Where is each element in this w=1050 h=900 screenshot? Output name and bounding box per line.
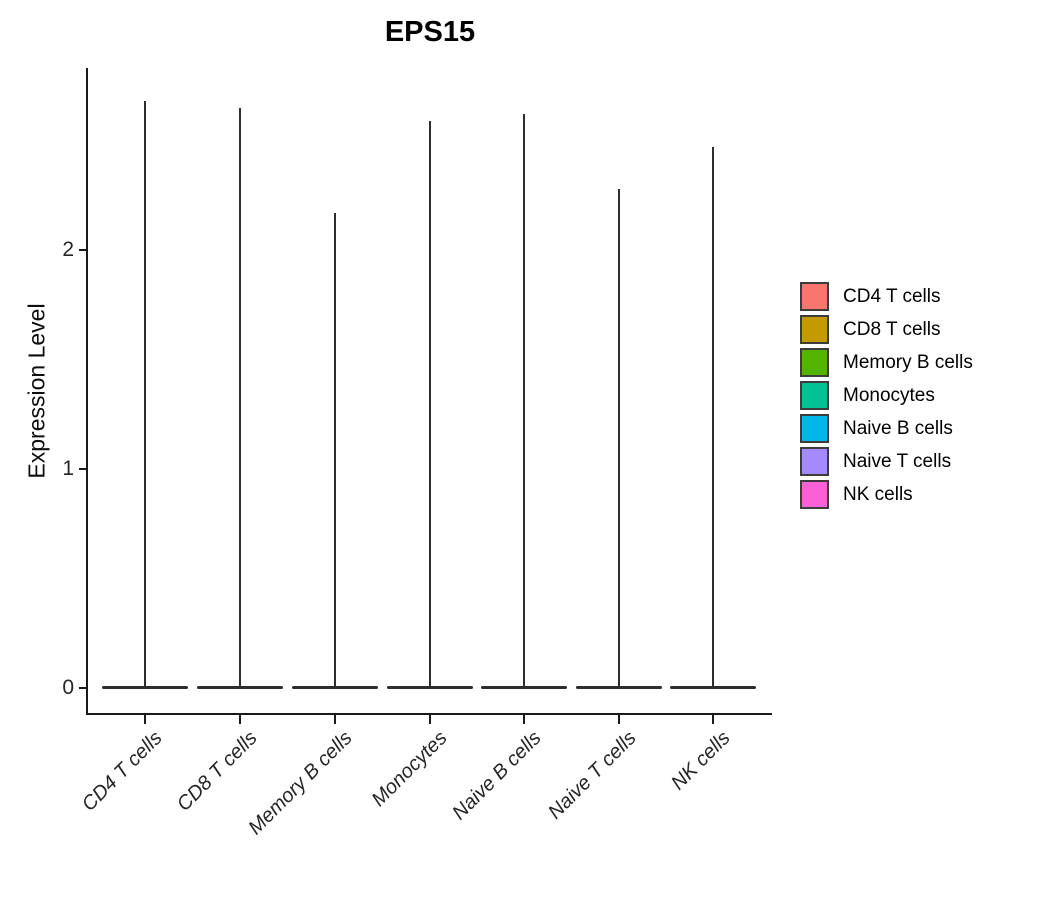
y-tick-label: 0 [62,676,74,699]
violin-base [102,686,188,689]
legend-label: Naive T cells [843,450,952,472]
x-tick-label: Monocytes [367,727,452,811]
x-tick [618,715,620,724]
legend-item: CD8 T cells [800,315,941,344]
violin-base [670,686,756,689]
violin-spike [618,188,620,688]
violin-base [387,686,473,689]
legend-swatch [800,282,829,311]
violin-spike [334,212,336,688]
violin-spike [429,120,431,688]
y-tick-label: 2 [62,238,74,261]
legend-swatch [800,447,829,476]
chart-title: EPS15 [384,16,476,48]
violin-spike [523,114,525,688]
x-tick-label: Naive T cells [544,727,641,824]
violin-base [292,686,378,689]
x-tick [523,715,525,724]
y-tick-label: 1 [62,457,74,480]
y-tick [79,468,86,470]
legend-item: NK cells [800,480,913,509]
legend-label: NK cells [843,483,913,505]
x-tick [712,715,714,724]
legend-label: Memory B cells [843,351,973,373]
y-axis-line [86,68,88,715]
legend-swatch [800,348,829,377]
legend-swatch [800,480,829,509]
violin-spike [144,101,146,688]
x-tick [144,715,146,724]
violin-base [197,686,283,689]
x-tick-label: Memory B cells [244,727,357,840]
x-tick-label: NK cells [667,727,735,795]
violin-spike [712,147,714,688]
legend-swatch [800,414,829,443]
legend-label: CD8 T cells [843,318,941,340]
x-tick-label: CD4 T cells [77,727,167,816]
x-tick-label: CD8 T cells [172,727,262,816]
violin-base [576,686,662,689]
violin-spike [239,107,241,688]
legend-swatch [800,315,829,344]
legend-label: Naive B cells [843,417,953,439]
y-tick [79,249,86,251]
x-tick [239,715,241,724]
violin-base [481,686,567,689]
y-tick [79,687,86,689]
legend-label: Monocytes [843,384,935,406]
legend-item: Naive B cells [800,414,953,443]
x-tick [429,715,431,724]
legend-label: CD4 T cells [843,285,941,307]
x-tick [334,715,336,724]
legend-item: CD4 T cells [800,282,941,311]
legend-item: Memory B cells [800,348,973,377]
x-axis-line [86,713,772,715]
legend-swatch [800,381,829,410]
legend-item: Naive T cells [800,447,951,476]
legend-item: Monocytes [800,381,935,410]
y-axis-label: Expression Level [23,303,50,479]
x-tick-label: Naive B cells [448,727,546,825]
